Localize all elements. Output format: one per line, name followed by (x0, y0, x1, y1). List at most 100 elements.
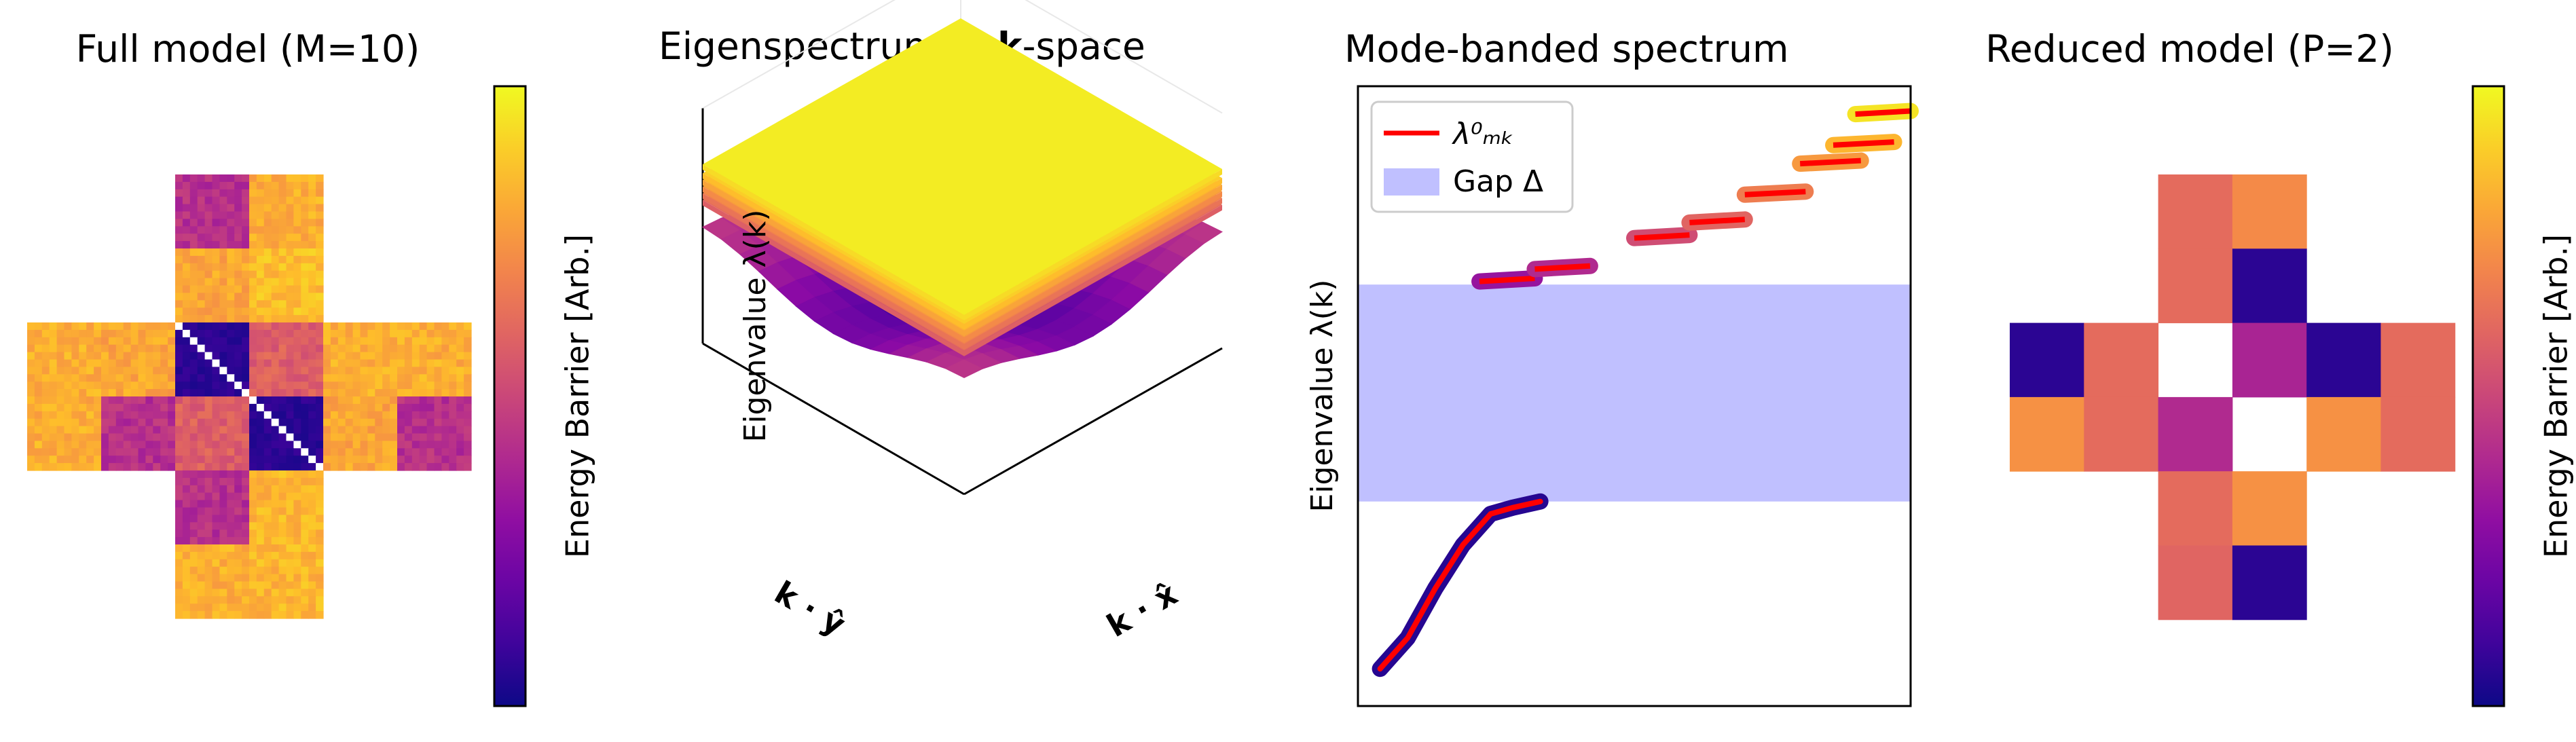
heatmap-cell (426, 411, 435, 420)
heatmap-cell (160, 344, 168, 353)
heatmap-cell (301, 470, 309, 479)
heatmap-cell (86, 352, 94, 360)
heatmap-cell (375, 322, 383, 331)
heatmap-cell (49, 359, 58, 367)
heatmap-cell (301, 492, 309, 501)
heatmap-cell (308, 219, 316, 227)
heatmap-cell (182, 367, 191, 375)
heatmap-cell (419, 463, 428, 471)
heatmap-cell (375, 359, 383, 367)
heatmap-cell (234, 492, 242, 501)
heatmap-cell (404, 367, 413, 375)
heatmap-cell (301, 337, 309, 346)
heatmap-cell (212, 441, 220, 449)
heatmap-cell (390, 359, 398, 367)
heatmap-cell (175, 270, 183, 279)
heatmap-cell (108, 456, 117, 464)
heatmap-cell (263, 418, 272, 427)
heatmap-cell (182, 411, 191, 420)
heatmap-cell (227, 426, 235, 434)
heatmap-cell (337, 448, 346, 456)
heatmap-cell (316, 255, 324, 264)
heatmap-cell (449, 367, 457, 375)
heatmap-cell (263, 507, 272, 515)
heatmap-cell (130, 374, 139, 382)
heatmap-cell (94, 382, 102, 390)
heatmap-cell (101, 411, 109, 420)
heatmap-cell (175, 322, 183, 331)
heatmap-cell (441, 456, 449, 464)
heatmap-cell (79, 403, 87, 412)
heatmap-cell (390, 448, 398, 456)
heatmap-cell (249, 367, 257, 375)
heatmap-cell (293, 559, 301, 568)
heatmap-cell (219, 196, 227, 205)
heatmap-cell (64, 433, 72, 441)
heatmap-cell (323, 396, 331, 405)
heatmap-cell (271, 611, 280, 619)
heatmap-cell (434, 463, 442, 471)
heatmap-cell (397, 463, 405, 471)
heatmap-cell (278, 544, 287, 553)
heatmap-cell (234, 507, 242, 515)
heatmap-cell (249, 285, 257, 293)
heatmap-cell (234, 544, 242, 553)
heatmap-cell (404, 374, 413, 382)
heatmap-cell (419, 433, 428, 441)
heatmap-cell (242, 485, 250, 494)
heatmap-cell (189, 263, 198, 272)
heatmap-cell (256, 463, 265, 471)
heatmap-cell (189, 411, 198, 420)
heatmap-cell (441, 389, 449, 397)
heatmap-cell (145, 337, 153, 346)
heatmap-cell (271, 181, 280, 190)
heatmap-cell (308, 433, 316, 441)
heatmap-cell (301, 226, 309, 234)
heatmap-cell (256, 426, 265, 434)
heatmap-cell (86, 463, 94, 471)
heatmap-cell (301, 248, 309, 257)
heatmap-cell (434, 389, 442, 397)
heatmap-cell (212, 255, 220, 264)
heatmap-cell (56, 426, 65, 434)
heatmap-cell (426, 329, 435, 338)
heatmap-cell (71, 382, 79, 390)
heatmap-cell (308, 189, 316, 198)
heatmap-cell (249, 507, 257, 515)
heatmap-cell (397, 433, 405, 441)
heatmap-cell (175, 537, 183, 545)
heatmap-cell (337, 456, 346, 464)
heatmap-cell (441, 426, 449, 434)
heatmap-cell (278, 308, 287, 316)
heatmap-cell (234, 382, 242, 390)
heatmap-cell (189, 359, 198, 367)
heatmap-cell (234, 234, 242, 242)
heatmap-cell (301, 463, 309, 471)
heatmap-cell (175, 219, 183, 227)
heatmap-cell (382, 382, 390, 390)
heatmap-cell (182, 456, 191, 464)
heatmap-cell (278, 263, 287, 272)
heatmap-cell (115, 389, 124, 397)
heatmap-cell (456, 441, 464, 449)
panel-full-model: Full model (M=10) Energy Barrier [Arb.] (0, 0, 611, 742)
heatmap-cell (456, 411, 464, 420)
heatmap-cell (64, 374, 72, 382)
heatmap-cell (49, 382, 58, 390)
heatmap-cell (242, 477, 250, 486)
heatmap-cell (278, 293, 287, 301)
heatmap-cell (197, 477, 206, 486)
heatmap-cell (130, 344, 139, 353)
heatmap-cell (79, 396, 87, 405)
heatmap-cell (301, 522, 309, 530)
heatmap-cell (197, 596, 206, 604)
heatmap-cell (94, 374, 102, 382)
heatmap-cell (464, 441, 472, 449)
heatmap-cell (204, 530, 213, 538)
heatmap-cell (212, 367, 220, 375)
heatmap-cell (79, 352, 87, 360)
heatmap-cell (175, 181, 183, 190)
heatmap-cell (286, 448, 294, 456)
heatmap-cell (227, 322, 235, 331)
heatmap-cell (145, 418, 153, 427)
